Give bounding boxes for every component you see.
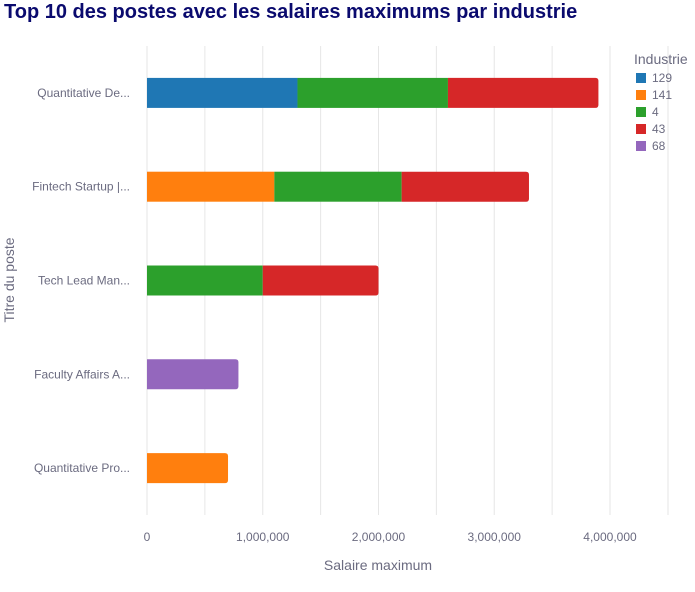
- x-tick-label: 0: [144, 530, 151, 544]
- y-tick-label: Quantitative De...: [37, 86, 130, 100]
- legend-swatch: [636, 141, 646, 151]
- legend-title: Industrie: [634, 51, 688, 67]
- bar-segment: [401, 171, 529, 202]
- legend-item-label: 129: [652, 71, 672, 85]
- x-tick-label: 4,000,000: [583, 530, 637, 544]
- bar-segment: [262, 265, 379, 296]
- legend-swatch: [636, 107, 646, 117]
- y-tick-label: Faculty Affairs A...: [34, 367, 130, 381]
- bar-segment: [297, 77, 448, 108]
- x-tick-label: 1,000,000: [236, 530, 290, 544]
- legend-item-label: 68: [652, 139, 666, 153]
- x-axis-label: Salaire maximum: [324, 557, 432, 573]
- legend-swatch: [636, 73, 646, 83]
- bar-segment: [147, 359, 239, 390]
- x-tick-labels: 0 1,000,000 2,000,000 3,000,000 4,000,000: [144, 530, 637, 544]
- chart-title: Top 10 des postes avec les salaires maxi…: [4, 1, 577, 23]
- bar-segment: [147, 453, 229, 484]
- legend: Industrie 129 141 4 43 68: [634, 51, 688, 153]
- y-tick-label: Quantitative Pro...: [34, 461, 130, 475]
- legend-item-label: 141: [652, 88, 672, 102]
- bar-segment: [447, 77, 599, 108]
- y-axis-label: Titre du poste: [1, 237, 17, 322]
- y-tick-label: Fintech Startup |...: [32, 180, 130, 194]
- y-tick-labels: Quantitative De... Fintech Startup |... Te…: [32, 86, 130, 475]
- bars-layer: [147, 77, 599, 484]
- legend-item-label: 43: [652, 122, 666, 136]
- bar-segment: [147, 171, 275, 202]
- bar-segment: [274, 171, 402, 202]
- bar-segment: [147, 77, 298, 108]
- legend-swatch: [636, 90, 646, 100]
- y-tick-label: Tech Lead Man...: [38, 274, 130, 288]
- x-tick-label: 3,000,000: [468, 530, 522, 544]
- legend-item-label: 4: [652, 105, 659, 119]
- legend-swatch: [636, 124, 646, 134]
- x-tick-label: 2,000,000: [352, 530, 406, 544]
- bar-segment: [147, 265, 263, 296]
